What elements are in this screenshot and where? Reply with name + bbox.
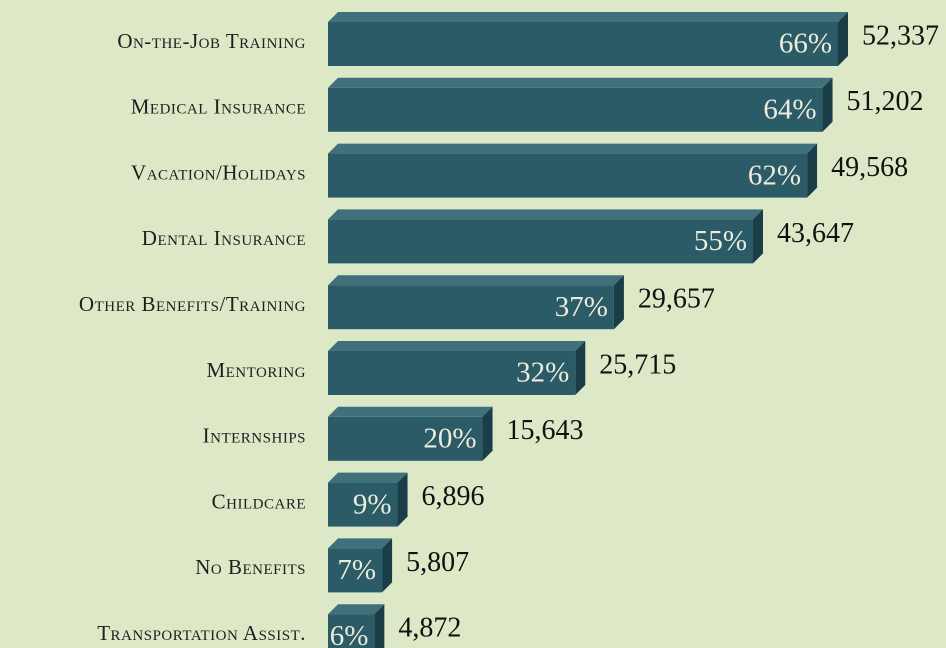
- category-label: Other Benefits/Training: [79, 292, 306, 316]
- count-label: 29,657: [638, 284, 715, 315]
- count-label: 51,202: [847, 86, 924, 117]
- bar-side: [613, 275, 624, 330]
- bar-top: [328, 77, 833, 88]
- bar: [328, 538, 393, 593]
- percent-label: 20%: [423, 422, 476, 454]
- count-label: 5,807: [406, 547, 469, 578]
- percent-label: 6%: [330, 620, 369, 648]
- bar-side: [482, 406, 493, 461]
- bar-front: [328, 482, 398, 527]
- bar-front: [328, 153, 808, 198]
- bar-side: [838, 12, 848, 66]
- bar: [328, 341, 586, 395]
- percent-label: 37%: [555, 291, 608, 323]
- count-label: 52,337: [862, 20, 939, 51]
- percent-label: 9%: [353, 488, 392, 520]
- bar: [328, 209, 763, 264]
- bar: [328, 12, 848, 66]
- bar-side: [382, 538, 393, 593]
- bar-side: [822, 77, 833, 132]
- bar-side: [753, 209, 763, 264]
- bar-front: [328, 416, 483, 461]
- bar: [328, 406, 493, 461]
- bar: [328, 143, 818, 198]
- count-label: 25,715: [599, 349, 676, 380]
- bar-front: [328, 351, 576, 395]
- bar-front: [328, 219, 753, 264]
- count-label: 49,568: [831, 152, 908, 183]
- bar-top: [328, 209, 763, 220]
- bar-side: [807, 143, 818, 198]
- bar-top: [328, 143, 818, 154]
- bar: [328, 77, 833, 132]
- bar: [328, 604, 385, 648]
- bar-top: [328, 604, 385, 615]
- category-label: Dental Insurance: [142, 226, 306, 250]
- bar-side: [397, 472, 408, 527]
- category-label: On-the-Job Training: [117, 29, 306, 53]
- bar-top: [328, 472, 408, 483]
- percent-label: 7%: [337, 554, 376, 586]
- category-label: Transportation Assist.: [97, 621, 306, 645]
- percent-label: 64%: [763, 93, 816, 125]
- percent-label: 62%: [748, 159, 801, 191]
- category-label: Vacation/Holidays: [131, 160, 306, 184]
- percent-label: 66%: [779, 28, 832, 60]
- category-label: Mentoring: [206, 358, 306, 382]
- bar-top: [328, 406, 493, 417]
- category-label: No Benefits: [195, 555, 306, 579]
- bar-front: [328, 285, 614, 330]
- count-label: 15,643: [507, 415, 584, 446]
- bar-front: [328, 87, 823, 132]
- bar-top: [328, 275, 624, 286]
- bar-front: [328, 22, 838, 66]
- category-label: Medical Insurance: [131, 95, 306, 119]
- percent-label: 32%: [516, 357, 569, 389]
- count-label: 6,896: [422, 481, 485, 512]
- category-label: Childcare: [212, 489, 306, 513]
- bar-front: [328, 548, 383, 593]
- bar-top: [328, 538, 393, 549]
- count-label: 4,872: [398, 613, 461, 644]
- bar-front: [328, 614, 375, 648]
- bar-side: [374, 604, 385, 648]
- bar: [328, 275, 624, 330]
- category-label: Internships: [203, 424, 306, 448]
- percent-label: 55%: [694, 225, 747, 257]
- bar-top: [328, 341, 586, 351]
- bar: [328, 472, 408, 527]
- count-label: 43,647: [777, 218, 854, 249]
- bar-top: [328, 12, 848, 22]
- bar-side: [575, 341, 586, 395]
